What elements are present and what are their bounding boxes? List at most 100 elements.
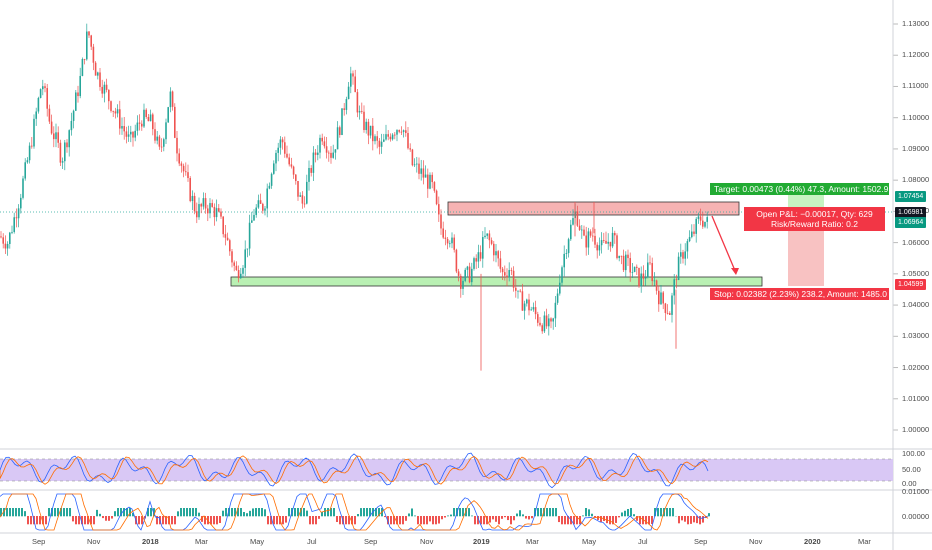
candle-body <box>257 200 260 208</box>
macd-bar <box>249 510 251 517</box>
candle-body <box>31 145 33 147</box>
candle-body <box>576 211 579 226</box>
candle-body <box>262 203 264 211</box>
candle-body <box>429 174 431 189</box>
target-label[interactable]: Target: 0.00473 (0.44%) 47.3, Amount: 15… <box>710 183 889 195</box>
time-axis-label: 2019 <box>473 537 490 546</box>
candle-body <box>603 240 605 241</box>
macd-bar <box>588 509 590 517</box>
macd-bar <box>594 516 596 518</box>
candle-body <box>286 153 288 158</box>
candle-body <box>235 265 238 271</box>
time-axis-label: May <box>250 537 265 546</box>
candle-body <box>457 271 460 276</box>
candle-body <box>537 314 539 323</box>
macd-bar <box>42 516 44 525</box>
target-price-tag: 1.07454 <box>895 191 927 202</box>
candle-body <box>306 181 308 204</box>
stop-label[interactable]: Stop: 0.02382 (2.23%) 238.2, Amount: 148… <box>710 288 889 300</box>
macd-bar <box>351 516 353 525</box>
macd-bar <box>546 508 548 517</box>
macd-bar <box>402 516 404 525</box>
candle-body <box>242 267 244 274</box>
macd-bar <box>654 508 656 517</box>
candle-body <box>312 152 315 173</box>
candle-body <box>517 290 519 292</box>
candle-body <box>512 270 515 288</box>
macd-bar <box>693 516 695 523</box>
candle-body <box>48 108 51 122</box>
candlestick-series <box>0 23 708 371</box>
time-axis-label: Mar <box>858 537 871 546</box>
candle-body <box>198 204 200 218</box>
ratio-text: Risk/Reward Ratio: 0.2 <box>771 219 858 229</box>
candle-body <box>288 157 290 165</box>
macd-bar <box>648 516 650 525</box>
candle-body <box>325 146 328 153</box>
candle-body <box>101 86 103 94</box>
candle-body <box>398 130 400 132</box>
candle-body <box>86 31 88 60</box>
macd-axis-top: 0.01000 <box>902 487 930 496</box>
candle-body <box>178 153 180 164</box>
candle-body <box>114 111 117 114</box>
macd-bar <box>657 508 659 517</box>
macd-bar <box>597 516 599 520</box>
price-axis-label: 1.13000 <box>902 19 930 28</box>
macd-bar <box>255 508 257 517</box>
candle-body <box>653 280 656 282</box>
candle-body <box>182 165 185 172</box>
candle-body <box>108 89 110 102</box>
macd-bar <box>666 508 668 517</box>
candle-body <box>299 195 301 197</box>
macd-bar <box>483 516 485 525</box>
macd-bar <box>69 508 71 517</box>
macd-bar <box>297 508 299 517</box>
macd-bar <box>195 508 197 517</box>
macd-bar <box>567 516 569 525</box>
open-pnl-label[interactable]: Open P&L: −0.00017, Qty: 629 Risk/Reward… <box>744 207 885 231</box>
candle-body <box>435 190 438 205</box>
candle-body <box>339 127 341 135</box>
candle-body <box>528 299 530 311</box>
macd-bar <box>420 516 422 525</box>
candle-body <box>116 109 119 114</box>
macd-bar <box>480 516 482 525</box>
candle-body <box>244 249 246 268</box>
candle-body <box>424 174 427 178</box>
candle-body <box>218 208 220 212</box>
macd-bar <box>300 508 302 517</box>
macd-bar <box>282 516 284 525</box>
candle-body <box>636 266 638 268</box>
candle-body <box>347 86 350 100</box>
candle-body <box>264 208 266 211</box>
macd-bar <box>258 508 260 517</box>
pnl-text: Open P&L: −0.00017, Qty: 629 <box>756 209 873 219</box>
macd-bar <box>81 516 83 525</box>
candle-body <box>510 270 513 271</box>
resistance-zone[interactable] <box>447 201 740 216</box>
ask-price-tag: 1.06964 <box>895 217 927 228</box>
candle-body <box>110 101 112 111</box>
macd-bar <box>528 516 530 520</box>
macd-bar <box>93 516 95 525</box>
candle-body <box>411 149 414 166</box>
candle-body <box>596 244 598 251</box>
macd-bar <box>633 514 635 517</box>
candle-body <box>367 121 370 136</box>
candle-body <box>523 303 526 311</box>
candle-body <box>501 268 504 273</box>
candle-body <box>402 130 405 132</box>
candle-body <box>11 231 13 233</box>
macd-bar <box>429 516 431 522</box>
candle-body <box>332 152 334 158</box>
candle-body <box>215 208 218 218</box>
candle-body <box>92 46 95 63</box>
macd-bar <box>651 516 653 525</box>
macd-bar <box>276 516 278 525</box>
support-zone[interactable] <box>230 276 763 287</box>
candle-body <box>255 207 257 215</box>
macd-bar <box>531 516 533 519</box>
macd-bar <box>462 508 464 517</box>
